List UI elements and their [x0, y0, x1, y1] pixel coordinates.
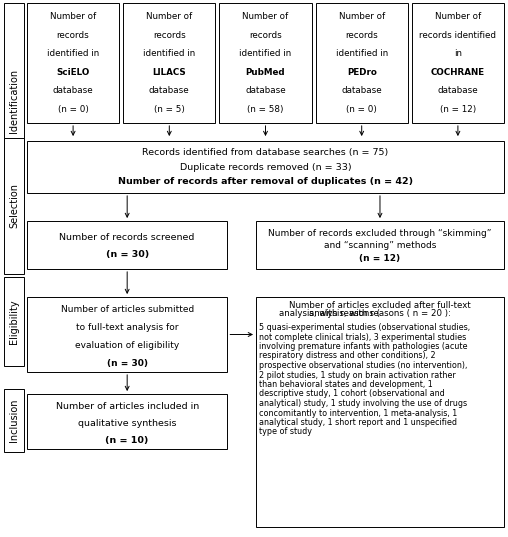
- Text: (n = 12): (n = 12): [360, 254, 400, 263]
- Text: Number of records excluded through “skimming”: Number of records excluded through “skim…: [268, 229, 492, 237]
- Text: concomitantly to intervention, 1 meta-analysis, 1: concomitantly to intervention, 1 meta-an…: [259, 409, 457, 417]
- Bar: [315, 3, 408, 123]
- Text: (n = 58): (n = 58): [247, 105, 284, 114]
- Text: Number of: Number of: [339, 12, 385, 21]
- Text: type of study: type of study: [259, 427, 312, 437]
- Text: Selection: Selection: [9, 184, 19, 229]
- Text: 2 pilot studies, 1 study on brain activation rather: 2 pilot studies, 1 study on brain activa…: [259, 371, 456, 380]
- Text: analytical) study, 1 study involving the use of drugs: analytical) study, 1 study involving the…: [259, 399, 467, 408]
- Text: involving premature infants with pathologies (acute: involving premature infants with patholo…: [259, 342, 467, 351]
- Text: (n = 0): (n = 0): [58, 105, 88, 114]
- Text: (n = 30): (n = 30): [107, 359, 148, 367]
- Text: COCHRANE: COCHRANE: [431, 68, 485, 77]
- Text: records identified: records identified: [420, 31, 496, 40]
- Text: Number of: Number of: [50, 12, 96, 21]
- Text: Inclusion: Inclusion: [9, 399, 19, 442]
- Text: PubMed: PubMed: [246, 68, 285, 77]
- Text: database: database: [245, 86, 286, 95]
- Text: descriptive study, 1 cohort (observational and: descriptive study, 1 cohort (observation…: [259, 389, 444, 398]
- Text: records: records: [153, 31, 186, 40]
- Text: Number of records screened: Number of records screened: [59, 233, 195, 242]
- Bar: [27, 394, 228, 449]
- Text: database: database: [437, 86, 478, 95]
- Text: identified in: identified in: [239, 49, 292, 59]
- Bar: [27, 221, 228, 269]
- Text: Number of articles excluded after full-text: Number of articles excluded after full-t…: [289, 301, 471, 309]
- Text: analysis, with reasons ( n = 20 ):: analysis, with reasons ( n = 20 ):: [309, 309, 451, 318]
- Text: Number of articles submitted: Number of articles submitted: [60, 305, 194, 314]
- Text: to full-text analysis for: to full-text analysis for: [76, 323, 178, 332]
- Text: SciELO: SciELO: [56, 68, 90, 77]
- Text: Number of: Number of: [242, 12, 289, 21]
- Text: records: records: [345, 31, 378, 40]
- Text: Number of: Number of: [146, 12, 193, 21]
- Text: (n = 30): (n = 30): [106, 250, 149, 259]
- Bar: [27, 297, 228, 372]
- Text: Duplicate records removed (n = 33): Duplicate records removed (n = 33): [180, 163, 352, 171]
- Text: identified in: identified in: [47, 49, 99, 59]
- Text: respiratory distress and other conditions), 2: respiratory distress and other condition…: [259, 352, 435, 360]
- Text: evaluation of eligibility: evaluation of eligibility: [75, 340, 179, 350]
- Bar: [4, 277, 24, 366]
- Text: qualitative synthesis: qualitative synthesis: [78, 419, 176, 427]
- Text: PEDro: PEDro: [347, 68, 376, 77]
- Text: records: records: [57, 31, 89, 40]
- Text: database: database: [53, 86, 93, 95]
- Text: Records identified from database searches (n = 75): Records identified from database searche…: [142, 148, 389, 157]
- Text: Number of records after removal of duplicates (n = 42): Number of records after removal of dupli…: [118, 177, 413, 186]
- Text: and “scanning” methods: and “scanning” methods: [324, 242, 436, 250]
- Text: analysis, with reasons (: analysis, with reasons (: [279, 309, 380, 318]
- Text: in: in: [454, 49, 462, 59]
- Text: Eligibility: Eligibility: [9, 299, 19, 344]
- Text: Number of: Number of: [435, 12, 481, 21]
- Text: database: database: [341, 86, 382, 95]
- Bar: [27, 141, 504, 193]
- Text: records: records: [249, 31, 282, 40]
- Text: Number of articles included in: Number of articles included in: [55, 402, 199, 410]
- Bar: [4, 389, 24, 452]
- Text: identified in: identified in: [336, 49, 388, 59]
- Bar: [4, 138, 24, 274]
- Text: analytical study, 1 short report and 1 unspecified: analytical study, 1 short report and 1 u…: [259, 418, 457, 427]
- Text: (n = 0): (n = 0): [346, 105, 377, 114]
- Text: prospective observational studies (no intervention),: prospective observational studies (no in…: [259, 361, 467, 370]
- Text: (n = 5): (n = 5): [154, 105, 185, 114]
- Text: (n = 10): (n = 10): [106, 436, 149, 445]
- Bar: [4, 3, 24, 198]
- Text: Identification: Identification: [9, 68, 19, 133]
- Text: not complete clinical trials), 3 experimental studies: not complete clinical trials), 3 experim…: [259, 332, 466, 342]
- Text: 5 quasi-experimental studies (observational studies,: 5 quasi-experimental studies (observatio…: [259, 323, 470, 332]
- Bar: [27, 3, 119, 123]
- Text: (n = 12): (n = 12): [440, 105, 476, 114]
- Bar: [256, 297, 504, 527]
- Bar: [256, 221, 504, 269]
- Bar: [219, 3, 311, 123]
- Text: than behavioral states and development, 1: than behavioral states and development, …: [259, 380, 433, 389]
- Bar: [412, 3, 504, 123]
- Text: database: database: [149, 86, 189, 95]
- Text: identified in: identified in: [143, 49, 196, 59]
- Text: LILACS: LILACS: [152, 68, 186, 77]
- Bar: [123, 3, 215, 123]
